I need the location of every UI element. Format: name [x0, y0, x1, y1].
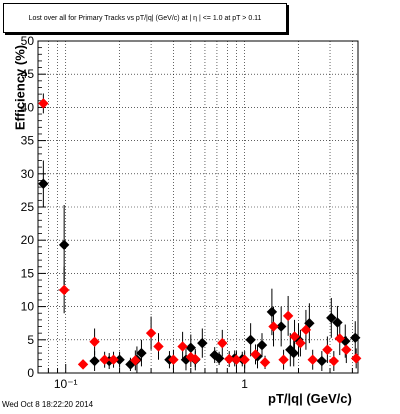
black-data-point	[89, 355, 100, 367]
black-data-point	[316, 355, 328, 367]
y-tick-label: 45	[21, 67, 35, 81]
chart-title-box: Lost over all for Primary Tracks vs pT/|…	[3, 3, 287, 33]
black-data-point	[275, 321, 287, 332]
axis-ticks: 0 5 10 15 20 25 30 35 40 45 50 10⁻¹ 1	[21, 34, 353, 391]
black-data-point	[213, 353, 225, 364]
y-tick-label: 0	[27, 366, 34, 380]
red-data-point	[341, 344, 352, 355]
x-tick-label: 10⁻¹	[54, 377, 78, 391]
red-data-point	[250, 349, 261, 360]
red-data-point	[268, 321, 279, 332]
y-tick-label: 35	[21, 134, 35, 148]
red-data-point	[168, 354, 179, 365]
red-data-point	[289, 331, 300, 342]
black-data-point	[288, 347, 299, 359]
red-data-point	[350, 353, 362, 364]
x-axis-label: pT/|q| (GeV/c)	[268, 391, 352, 406]
black-data-point	[326, 312, 337, 324]
black-data-point	[350, 332, 361, 344]
red-data-point	[89, 336, 100, 347]
chart-title: Lost over all for Primary Tracks vs pT/|…	[28, 14, 262, 22]
y-axis-label: Efficiency (%)	[12, 44, 28, 131]
red-data-point	[145, 327, 157, 339]
red-data-point	[282, 310, 294, 322]
red-data-point	[322, 344, 333, 355]
red-data-point	[130, 355, 141, 366]
y-tick-label: 15	[21, 266, 35, 280]
red-data-point	[231, 354, 242, 365]
red-data-point	[295, 337, 306, 349]
red-data-point	[217, 337, 228, 349]
y-tick-label: 5	[27, 333, 34, 347]
red-data-point	[307, 354, 318, 365]
y-tick-label: 10	[21, 300, 35, 314]
red-data-point	[177, 341, 188, 352]
black-data-point	[245, 334, 256, 346]
black-data-point	[38, 178, 49, 189]
black-data-point	[256, 339, 268, 351]
red-data-point	[278, 354, 289, 365]
red-data-point	[334, 333, 345, 344]
red-data-point	[99, 354, 110, 365]
y-tick-label: 25	[21, 200, 35, 214]
red-data-point	[38, 98, 49, 109]
black-data-point	[197, 337, 208, 349]
red-data-point	[224, 353, 235, 365]
black-data-point	[136, 347, 147, 359]
red-data-point	[108, 354, 119, 365]
red-data-point	[259, 357, 271, 368]
red-data-point	[58, 284, 70, 296]
y-tick-label: 30	[21, 167, 35, 181]
y-tick-label: 50	[21, 34, 35, 48]
footer-timestamp: Wed Oct 8 18:22:20 2014	[2, 400, 94, 409]
red-data-point	[153, 341, 164, 352]
red-data-point	[328, 355, 340, 367]
red-data-point	[239, 354, 250, 365]
red-data-point	[300, 324, 312, 336]
red-data-point	[77, 359, 89, 370]
black-data-point	[266, 306, 278, 318]
x-tick-label: 1	[241, 377, 248, 391]
black-data-point	[58, 239, 70, 251]
y-tick-label: 40	[21, 100, 35, 114]
red-data-point	[190, 353, 201, 365]
data-points	[38, 93, 362, 373]
y-tick-label: 20	[21, 233, 35, 247]
